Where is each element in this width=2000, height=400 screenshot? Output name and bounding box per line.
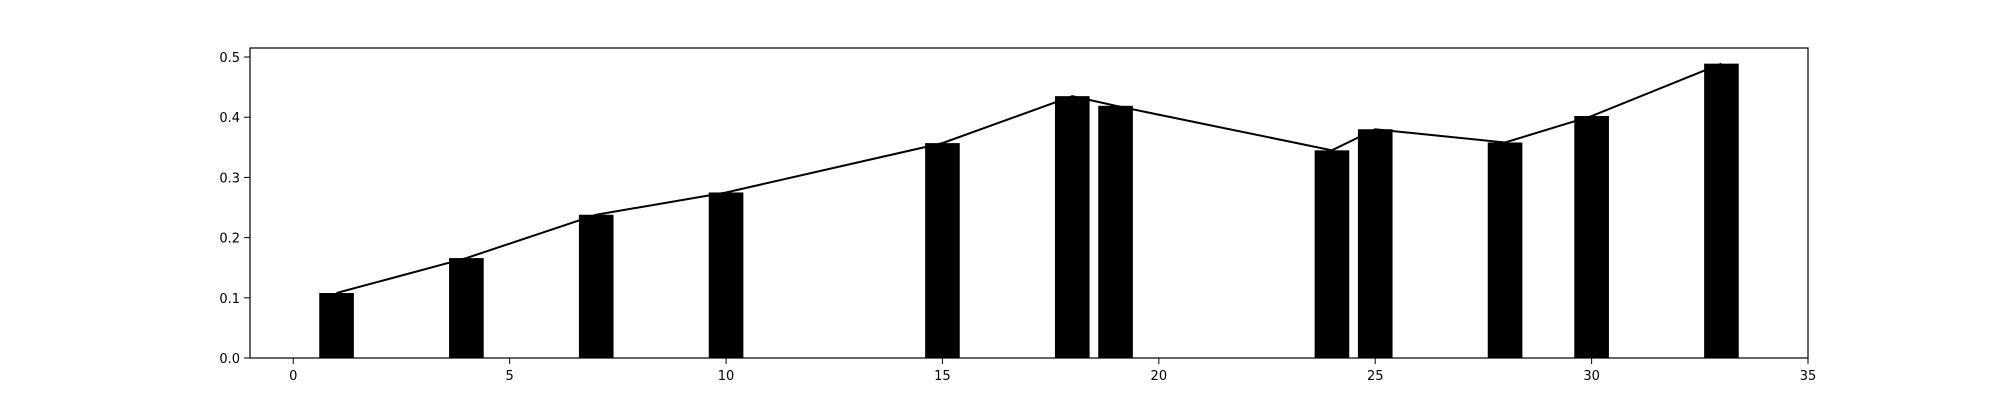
y-axis: 0.0 0.1 0.2 0.3 0.4 0.5	[219, 51, 250, 367]
y-tick-label: 0.5	[219, 51, 240, 66]
x-tick-label: 35	[1800, 369, 1817, 384]
x-tick-label: 5	[506, 369, 514, 384]
bar	[319, 292, 354, 358]
x-tick-label: 25	[1367, 369, 1384, 384]
y-tick-label: 0.3	[219, 171, 240, 186]
x-axis: 0 5 10 15 20 25 30 35	[289, 358, 1816, 384]
bar	[1357, 129, 1393, 358]
plot-frame	[249, 47, 1809, 359]
bar	[1487, 142, 1523, 358]
bar	[449, 258, 484, 358]
x-tick-label: 20	[1151, 369, 1168, 384]
bar	[1314, 150, 1350, 358]
y-tick-label: 0.0	[219, 352, 240, 367]
x-tick-label: 0	[289, 369, 297, 384]
y-tick-label: 0.4	[219, 111, 240, 126]
x-tick-label: 10	[718, 369, 735, 384]
y-tick-label: 0.1	[219, 292, 240, 307]
x-tick-label: 30	[1583, 369, 1600, 384]
trend-line	[336, 62, 1722, 294]
bar	[708, 192, 744, 358]
bar-series	[319, 63, 1739, 359]
bar	[1704, 63, 1739, 359]
x-tick-label: 15	[934, 369, 951, 384]
y-tick-label: 0.2	[219, 232, 240, 247]
bar	[1098, 105, 1133, 358]
bar	[925, 143, 960, 358]
bar	[1574, 116, 1609, 359]
bar	[578, 214, 614, 358]
bar	[1054, 96, 1090, 359]
